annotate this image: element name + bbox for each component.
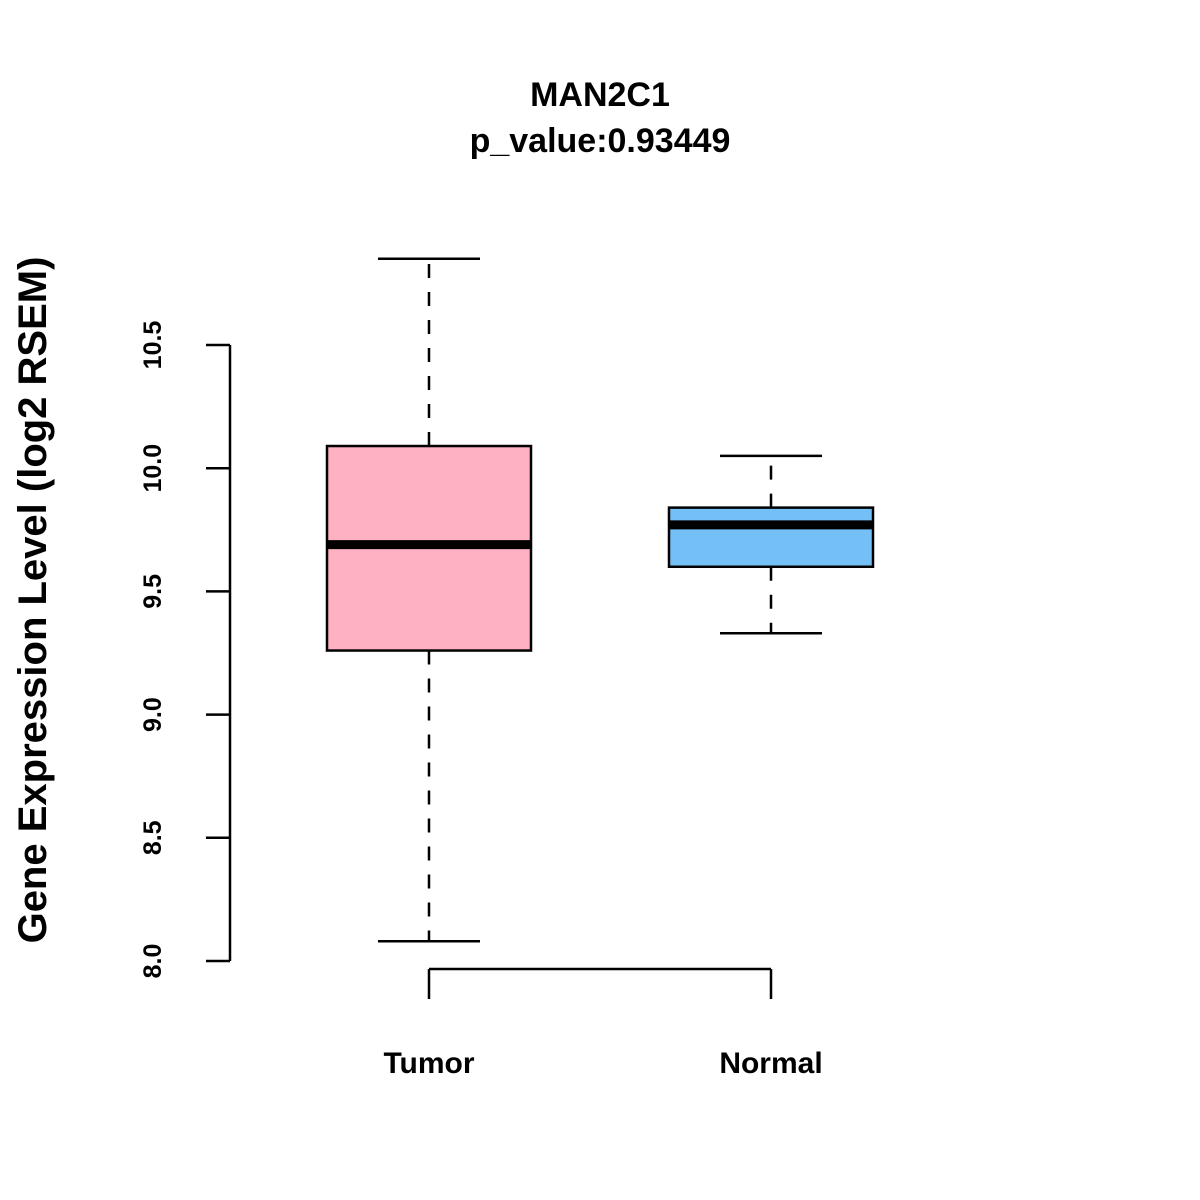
y-tick-label: 8.0 — [139, 944, 167, 979]
y-axis: 8.0 8.5 9.0 9.5 10.0 10.5 — [139, 321, 232, 979]
y-tick-label: 8.5 — [139, 820, 167, 855]
box-group-tumor — [325, 257, 533, 943]
chart-title: MAN2C1 — [530, 76, 670, 114]
x-tick-label: Tumor — [383, 1047, 474, 1080]
y-tick-label: 9.5 — [139, 574, 167, 609]
y-tick-label: 10.0 — [139, 444, 167, 493]
chart-subtitle: p_value:0.93449 — [470, 122, 731, 160]
iqr-box — [667, 506, 875, 569]
boxes — [325, 257, 875, 943]
x-tick-label: Normal — [719, 1047, 822, 1080]
y-tick-label: 9.0 — [139, 697, 167, 732]
x-axis: Tumor Normal — [383, 967, 823, 1080]
y-axis-label: Gene Expression Level (log2 RSEM) — [11, 257, 55, 944]
box-group-normal — [667, 454, 875, 635]
y-tick-label: 10.5 — [139, 321, 167, 370]
